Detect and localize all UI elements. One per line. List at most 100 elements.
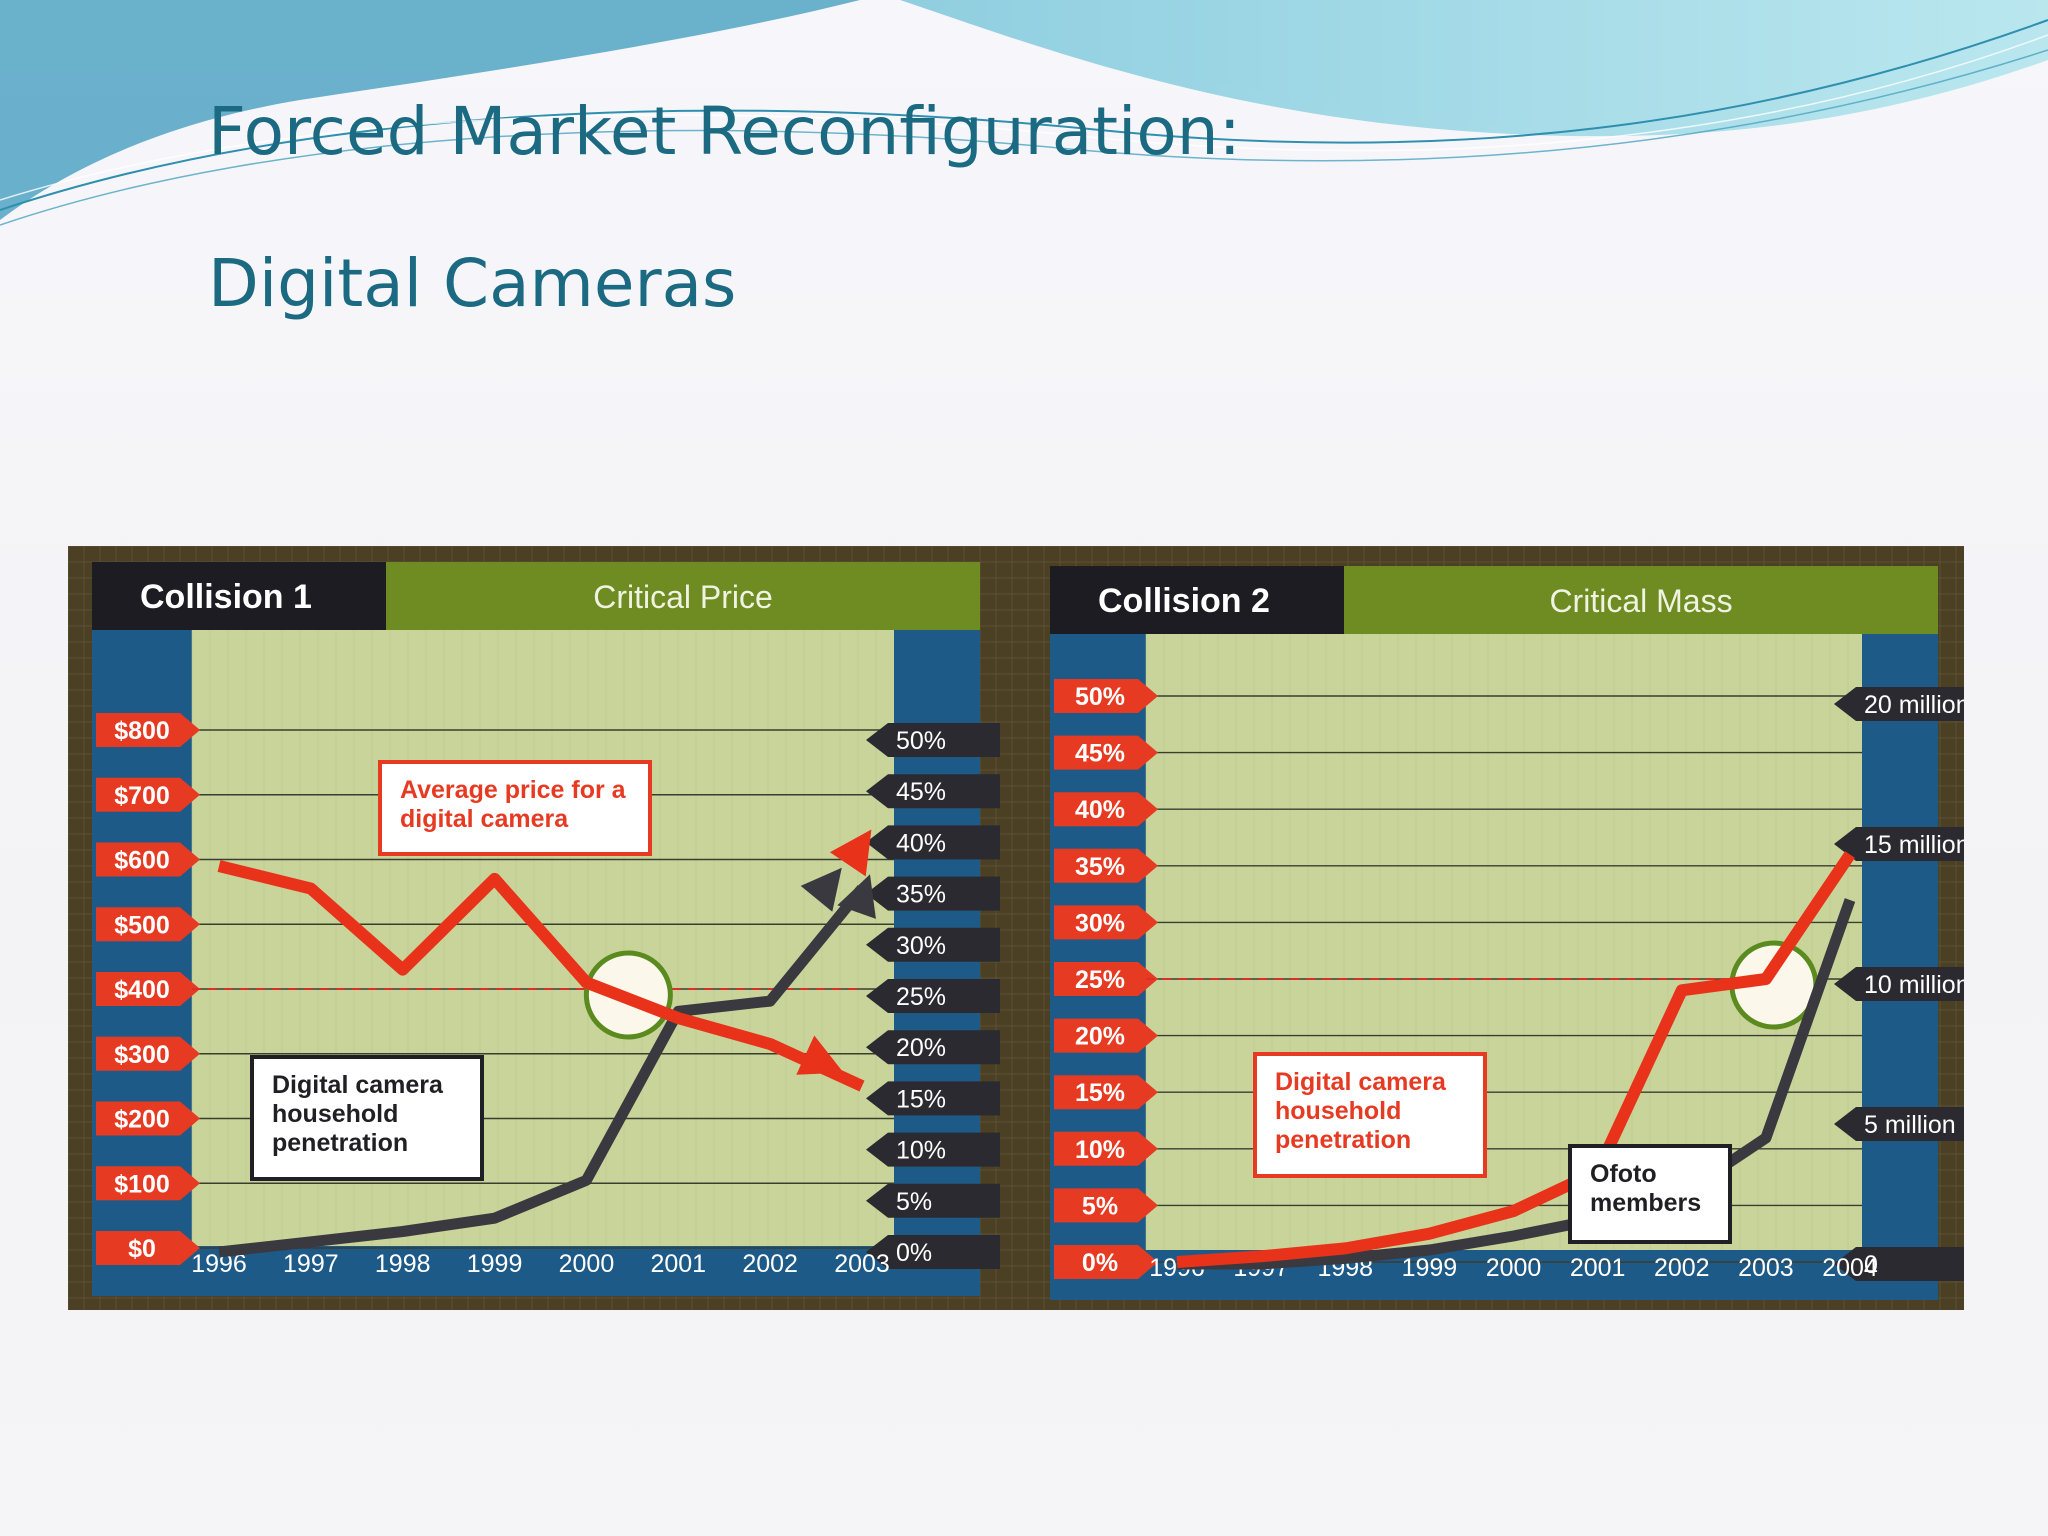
right-tick-label: 10 million: [1864, 971, 1964, 999]
right-tick-tag: [866, 774, 1000, 809]
right-tick-tag: [866, 1030, 1000, 1065]
left-tick-label: 35%: [1075, 853, 1125, 881]
x-tick-label: 2001: [1570, 1254, 1626, 1282]
left-tick-tag: [96, 713, 200, 747]
left-tick-label: 45%: [1075, 740, 1125, 768]
right-tick-tag: [866, 1132, 1000, 1167]
x-tick-label: 1997: [283, 1250, 339, 1278]
right-tick-tag: [866, 1081, 1000, 1116]
left-tick-tag: [96, 907, 200, 942]
charts-svg: Collision 1 Critical Price $0 $100 $200 $300 $…: [68, 546, 1964, 1310]
left-tick-tag: [1054, 1018, 1158, 1053]
right-tick-tag: [1834, 687, 1964, 721]
slide-subtitle: Digital Cameras: [208, 245, 737, 322]
left-tick-tag: [1054, 735, 1158, 770]
left-tick-tag: [1054, 962, 1158, 996]
left-tick-label: 15%: [1075, 1079, 1125, 1107]
x-tick-label: 2000: [1486, 1254, 1542, 1282]
annotation-text: Ofoto: [1590, 1160, 1657, 1188]
x-tick-label: 1999: [1402, 1254, 1458, 1282]
right-tick-tag: [1834, 1107, 1964, 1141]
right-tick-label: 30%: [896, 932, 946, 960]
annotation-box: [1568, 1144, 1732, 1244]
right-tick-tag: [866, 825, 1000, 860]
left-tick-label: 50%: [1075, 683, 1125, 711]
left-tick-label: $200: [114, 1106, 170, 1134]
left-tick-tag: [96, 1101, 200, 1136]
left-tick-label: 20%: [1075, 1023, 1125, 1051]
x-tick-label: 2001: [650, 1250, 706, 1278]
x-tick-label: 1998: [375, 1250, 431, 1278]
annotation-box: [378, 760, 652, 856]
right-tick-label: 10%: [896, 1137, 946, 1165]
right-tick-tag: [1834, 827, 1964, 861]
chart-panel-1: Collision 1 Critical Price $0 $100 $200 $300 $…: [92, 562, 1000, 1296]
right-tick-tag: [1834, 1247, 1964, 1281]
left-tick-label: $400: [114, 976, 170, 1004]
annotation-text: penetration: [272, 1129, 408, 1157]
chart-figure: Collision 1 Critical Price $0 $100 $200 $300 $…: [68, 546, 1964, 1310]
right-tick-label: 35%: [896, 881, 946, 909]
panel-header-box: [386, 562, 980, 630]
x-tick-label: 1999: [467, 1250, 523, 1278]
right-tick-tag: [866, 927, 1000, 962]
left-tick-tag: [1054, 1245, 1158, 1279]
right-tick-label: 0: [1864, 1251, 1878, 1279]
right-tick-tag: [1834, 967, 1964, 1001]
x-tick-label: 2003: [834, 1250, 890, 1278]
right-tick-tag: [866, 723, 1000, 757]
panel-label-box: [92, 562, 386, 630]
right-tick-label: 15%: [896, 1085, 946, 1113]
left-tick-label: $800: [114, 717, 170, 745]
left-tick-label: 5%: [1082, 1192, 1118, 1220]
left-tick-tag: [96, 972, 200, 1006]
left-tick-tag: [96, 1166, 200, 1201]
panel-label: Collision 2: [1098, 582, 1270, 620]
left-tick-tag: [1054, 792, 1158, 827]
panel-label-box: [1050, 566, 1344, 634]
left-tick-label: 0%: [1082, 1249, 1118, 1277]
left-tick-label: $0: [128, 1235, 156, 1263]
annotation-text: digital camera: [400, 805, 569, 833]
annotation-box: [250, 1055, 484, 1181]
right-tick-label: 15 million: [1864, 831, 1964, 859]
x-tick-label: 2000: [559, 1250, 615, 1278]
annotation-text: members: [1590, 1189, 1701, 1217]
series-line-digital-camera-household-penetration: [218, 885, 867, 1258]
annotation-text: household: [1275, 1097, 1401, 1125]
panel-header-box: [1344, 566, 1938, 634]
series-line-average-price-for-a-digital-camera: [217, 860, 865, 1092]
series-line-ofoto-members: [1177, 898, 1856, 1270]
left-tick-label: $700: [114, 782, 170, 810]
left-tick-label: 25%: [1075, 966, 1125, 994]
left-tick-label: $500: [114, 911, 170, 939]
series-arrowhead: [837, 874, 876, 919]
x-tick-label: 2002: [742, 1250, 798, 1278]
series-line-digital-camera-household-penetration: [1176, 851, 1855, 1268]
panel-label: Collision 1: [140, 578, 312, 616]
right-tick-label: 5 million: [1864, 1111, 1956, 1139]
right-tick-tag: [866, 979, 1000, 1013]
right-tick-label: 0%: [896, 1239, 932, 1267]
slide-title: Forced Market Reconfiguration:: [208, 93, 1241, 170]
right-tick-label: 5%: [896, 1188, 932, 1216]
right-tick-label: 20 million: [1864, 691, 1964, 719]
annotation-text: household: [272, 1100, 398, 1128]
series-arrowhead: [800, 867, 842, 912]
panel-header: Critical Mass: [1549, 583, 1732, 619]
chart-panel-2: Collision 2 Critical Mass 0% 5% 10% 15% 20% 25%…: [1050, 566, 1964, 1300]
header-wave-decoration: [0, 0, 2048, 226]
series-arrowhead: [829, 829, 872, 877]
right-tick-tag: [866, 876, 1000, 911]
left-tick-tag: [96, 777, 200, 812]
left-tick-label: $600: [114, 847, 170, 875]
right-tick-label: 50%: [896, 727, 946, 755]
x-tick-label: 2004: [1822, 1254, 1878, 1282]
left-tick-tag: [96, 1231, 200, 1265]
right-tick-tag: [866, 1183, 1000, 1218]
left-tick-label: 10%: [1075, 1136, 1125, 1164]
right-tick-label: 20%: [896, 1034, 946, 1062]
series-arrowhead: [796, 1035, 844, 1075]
left-tick-tag: [1054, 1075, 1158, 1110]
